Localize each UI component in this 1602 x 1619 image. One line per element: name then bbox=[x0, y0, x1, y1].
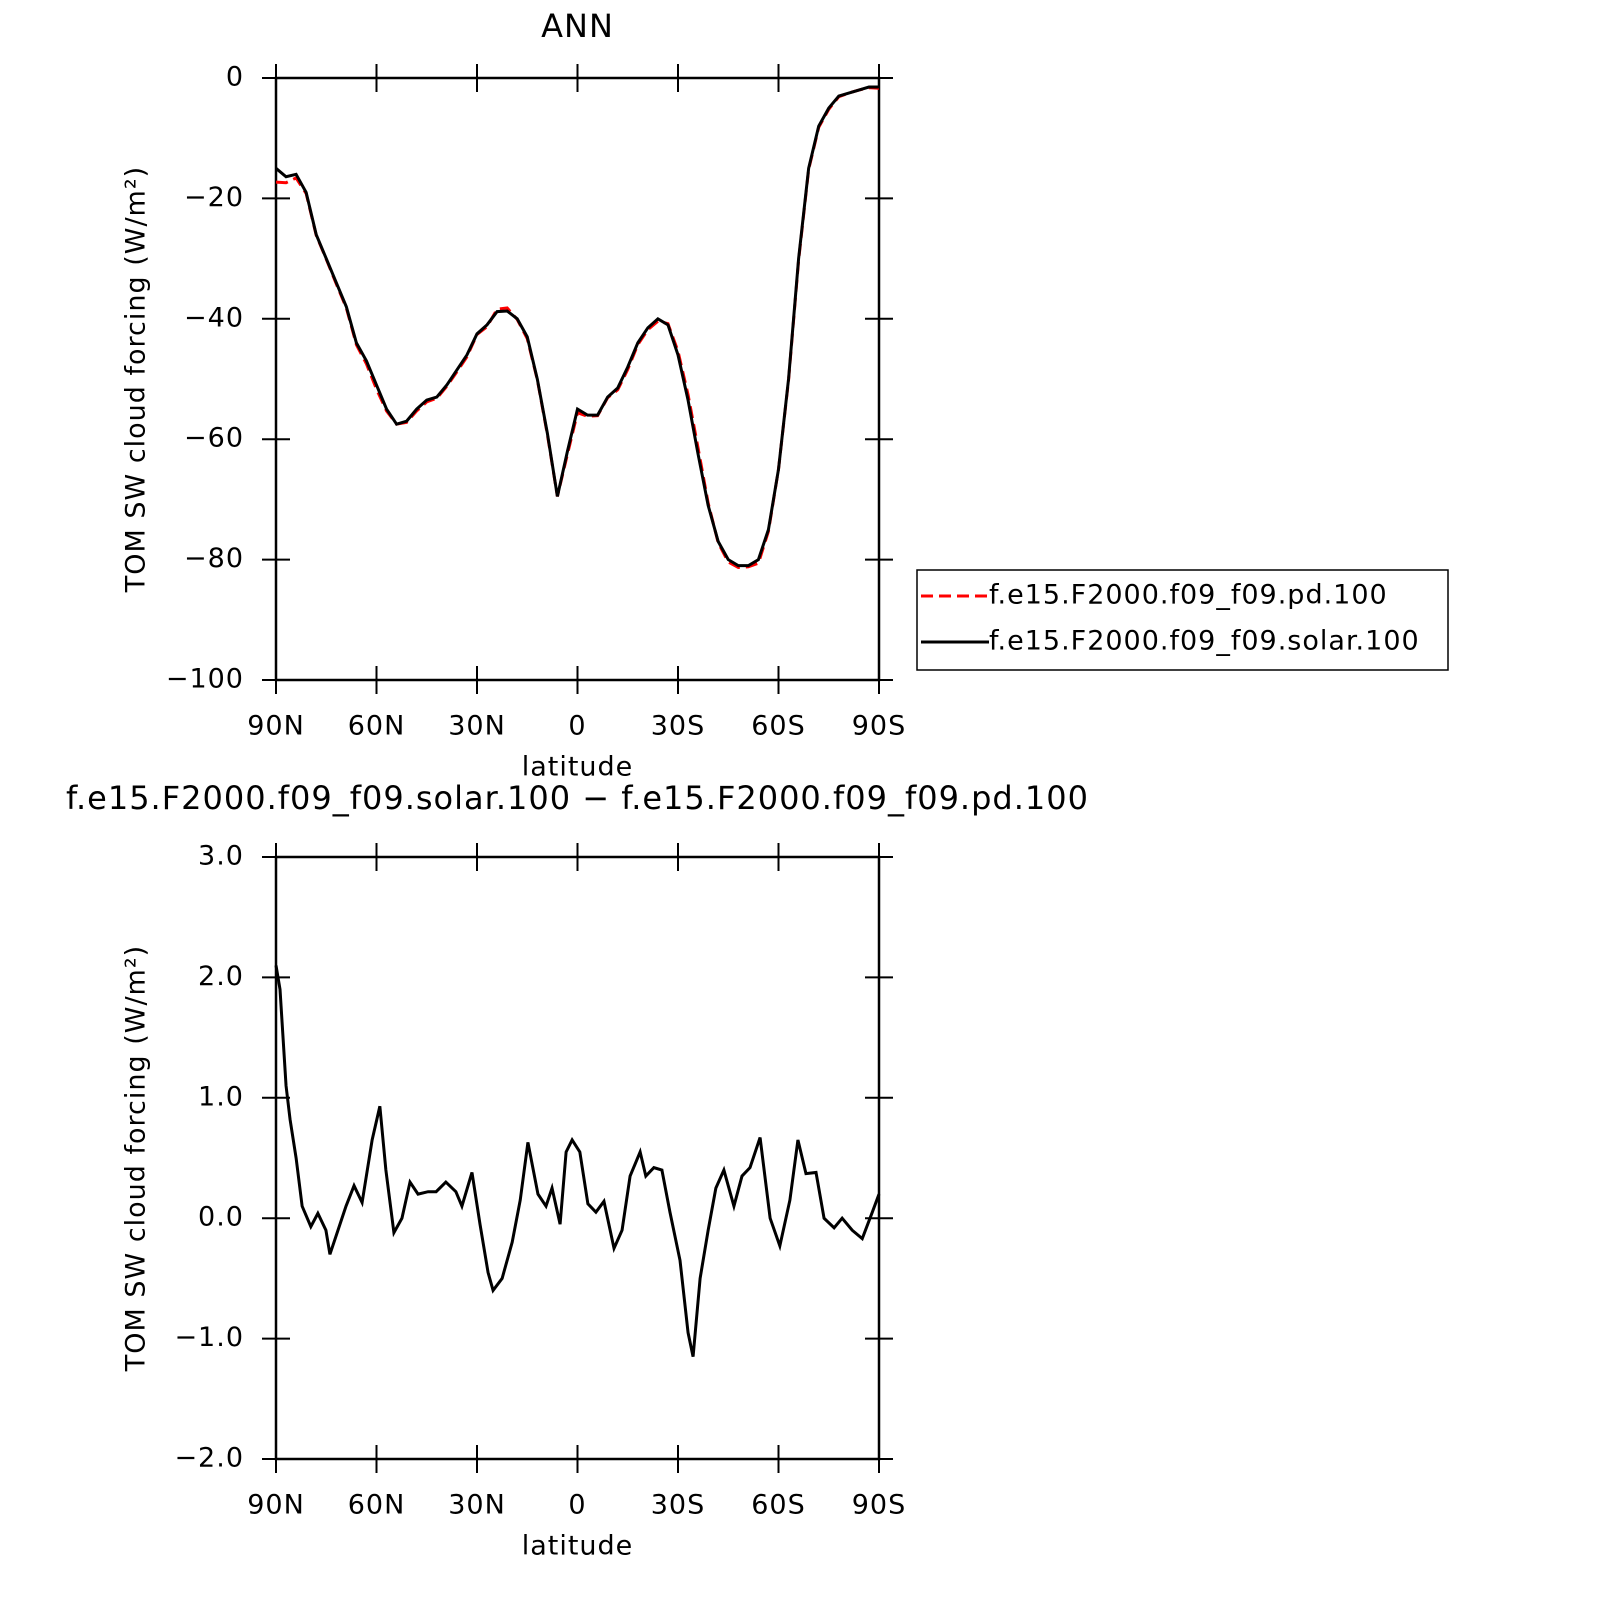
x-tick-label: 0 bbox=[568, 1490, 586, 1521]
x-tick-label: 90S bbox=[852, 711, 907, 742]
x-tick-label: 90N bbox=[247, 711, 305, 742]
plot-frame bbox=[274, 855, 881, 1461]
x-tick-label: 30S bbox=[651, 1490, 706, 1521]
x-axis-label: latitude bbox=[522, 752, 634, 783]
y-tick-label: −80 bbox=[184, 543, 244, 574]
y-axis-label: TOM SW cloud forcing (W/m²) bbox=[121, 945, 152, 1372]
y-tick-label: 0 bbox=[226, 62, 244, 93]
y-tick-label: −1.0 bbox=[174, 1322, 244, 1353]
y-tick-label: 3.0 bbox=[198, 841, 244, 872]
data-line bbox=[275, 85, 879, 568]
chart-title: ANN bbox=[541, 7, 614, 45]
x-tick-label: 0 bbox=[568, 711, 586, 742]
y-axis-label: TOM SW cloud forcing (W/m²) bbox=[121, 166, 152, 593]
y-tick-label: −2.0 bbox=[174, 1443, 244, 1474]
x-tick-label: 90S bbox=[852, 1490, 907, 1521]
y-tick-label: −100 bbox=[166, 664, 244, 695]
x-tick-label: 60S bbox=[751, 711, 806, 742]
x-tick-label: 30S bbox=[651, 711, 706, 742]
x-tick-label: 60S bbox=[751, 1490, 806, 1521]
legend-box bbox=[916, 569, 1449, 671]
legend-label: f.e15.F2000.f09_f09.pd.100 bbox=[989, 580, 1388, 611]
x-tick-label: 90N bbox=[247, 1490, 305, 1521]
y-tick-label: −40 bbox=[184, 302, 244, 333]
y-tick-label: 1.0 bbox=[198, 1081, 244, 1112]
chart-title: f.e15.F2000.f09_f09.solar.100 − f.e15.F2… bbox=[66, 779, 1089, 817]
x-tick-label: 60N bbox=[348, 711, 406, 742]
legend-label: f.e15.F2000.f09_f09.solar.100 bbox=[989, 626, 1420, 657]
y-tick-label: −60 bbox=[184, 423, 244, 454]
x-tick-label: 30N bbox=[448, 1490, 506, 1521]
y-tick-label: −20 bbox=[184, 182, 244, 213]
x-axis-label: latitude bbox=[522, 1531, 634, 1562]
data-line bbox=[274, 965, 881, 1357]
y-tick-label: 2.0 bbox=[198, 961, 244, 992]
x-tick-label: 30N bbox=[448, 711, 506, 742]
x-tick-label: 60N bbox=[348, 1490, 406, 1521]
data-line bbox=[275, 86, 880, 569]
y-tick-label: 0.0 bbox=[198, 1202, 244, 1233]
